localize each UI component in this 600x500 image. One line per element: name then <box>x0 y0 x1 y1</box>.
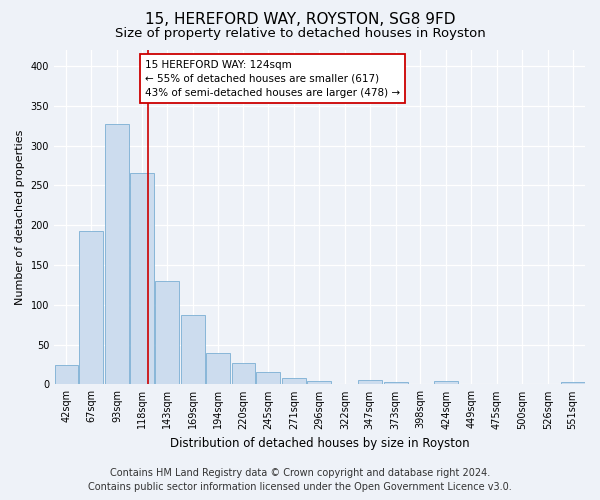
Bar <box>55 364 79 384</box>
Bar <box>105 124 129 384</box>
Bar <box>130 174 154 384</box>
Bar <box>434 381 458 384</box>
Text: 15, HEREFORD WAY, ROYSTON, SG8 9FD: 15, HEREFORD WAY, ROYSTON, SG8 9FD <box>145 12 455 28</box>
Bar <box>79 231 103 384</box>
Bar <box>307 381 331 384</box>
Bar <box>560 382 584 384</box>
Bar <box>155 281 179 384</box>
Text: Contains HM Land Registry data © Crown copyright and database right 2024.
Contai: Contains HM Land Registry data © Crown c… <box>88 468 512 492</box>
Y-axis label: Number of detached properties: Number of detached properties <box>15 130 25 305</box>
Bar <box>206 352 230 384</box>
Bar <box>232 363 256 384</box>
Bar <box>181 315 205 384</box>
Text: Size of property relative to detached houses in Royston: Size of property relative to detached ho… <box>115 28 485 40</box>
Bar <box>282 378 306 384</box>
X-axis label: Distribution of detached houses by size in Royston: Distribution of detached houses by size … <box>170 437 469 450</box>
Bar <box>383 382 407 384</box>
Bar <box>256 372 280 384</box>
Bar <box>358 380 382 384</box>
Text: 15 HEREFORD WAY: 124sqm
← 55% of detached houses are smaller (617)
43% of semi-d: 15 HEREFORD WAY: 124sqm ← 55% of detache… <box>145 60 400 98</box>
